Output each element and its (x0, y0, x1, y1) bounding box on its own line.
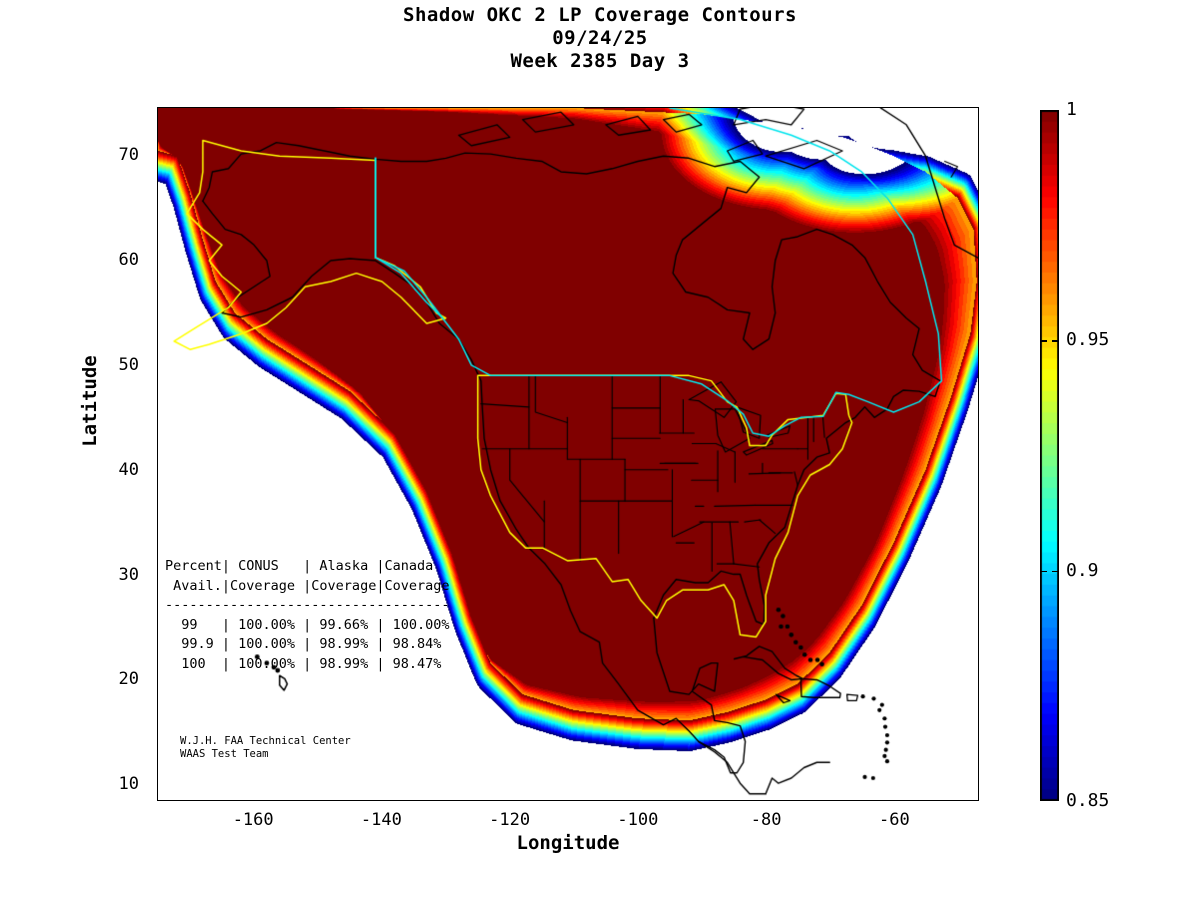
y-tick-label-30: 30 (118, 564, 139, 585)
colorbar-tick-0p95: 0.95 (1066, 329, 1110, 351)
y-tick-label-50: 50 (118, 354, 139, 375)
y-tick-label-10: 10 (118, 774, 139, 795)
x-tick-label-neg100: -100 (617, 810, 659, 830)
x-tick-label-neg140: -140 (360, 810, 402, 830)
colorbar-tick-mark (1052, 340, 1059, 342)
colorbar-tick-0p9: 0.9 (1066, 559, 1099, 581)
colorbar-tick-0p85: 0.85 (1066, 790, 1110, 811)
title-line-3: Week 2385 Day 3 (510, 50, 690, 72)
x-tick-label-neg60: -60 (879, 810, 910, 830)
x-tick-label-neg160: -160 (232, 810, 274, 830)
credit-attribution: W.J.H. FAA Technical Center WAAS Test Te… (180, 735, 351, 761)
title-line-1: Shadow OKC 2 LP Coverage Contours (403, 4, 797, 26)
credit-line-2: WAAS Test Team (180, 748, 269, 760)
coverage-contour-map (158, 108, 978, 800)
x-tick-label-neg80: -80 (750, 810, 782, 830)
y-tick-label-40: 40 (118, 459, 139, 480)
colorbar-gradient (1040, 110, 1059, 801)
title-line-2: 09/24/25 (552, 27, 648, 49)
colorbar (1040, 110, 1059, 801)
x-axis-label: Longitude (516, 832, 620, 854)
colorbar-tick-1: 1 (1066, 99, 1077, 120)
y-tick-label-70: 70 (118, 145, 139, 166)
y-tick-label-20: 20 (118, 669, 139, 690)
y-tick-label-60: 60 (118, 250, 139, 271)
credit-line-1: W.J.H. FAA Technical Center (180, 735, 351, 747)
x-tick-label-neg120: -120 (489, 810, 531, 830)
map-plot-area (157, 107, 979, 801)
colorbar-tick-mark (1052, 570, 1059, 573)
colorbar-tick-mark (1040, 340, 1047, 342)
coverage-statistics-table: Percent| CONUS | Alaska |Canada Avail.|C… (165, 558, 450, 672)
colorbar-tick-mark (1040, 570, 1047, 573)
figure-title: Shadow OKC 2 LP Coverage Contours 09/24/… (0, 4, 1200, 73)
